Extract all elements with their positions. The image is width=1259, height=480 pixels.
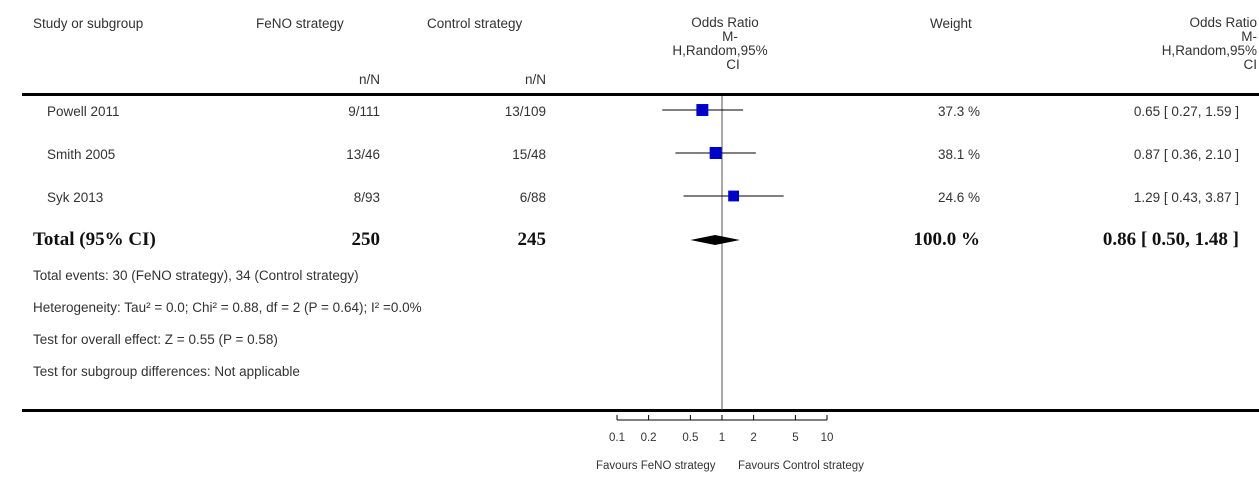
study-box [709, 147, 722, 159]
header-rule [22, 93, 1259, 96]
x-tick-label: 0.2 [641, 432, 657, 444]
study-weight: 24.6 % [937, 190, 980, 205]
header-or-plot-line3: H,Random,95% [672, 43, 768, 58]
study-name: Syk 2013 [47, 190, 104, 205]
heterogeneity: Heterogeneity: Tau² = 0.0; Chi² = 0.88, … [33, 300, 422, 315]
study-box [728, 190, 740, 202]
overall-effect: Test for overall effect: Z = 0.55 (P = 0… [33, 332, 278, 347]
total-events: Total events: 30 (FeNO strategy), 34 (Co… [33, 268, 359, 283]
study-box [696, 104, 709, 116]
total-or-text: 0.86 [ 0.50, 1.48 ] [1102, 229, 1239, 250]
header-nN-feno: n/N [358, 72, 380, 87]
pooled-diamond [690, 235, 740, 245]
header-nN-control: n/N [524, 72, 546, 87]
header-feno: FeNO strategy [256, 16, 344, 31]
header-or: Odds Ratio M- H,Random,95% CI [1117, 16, 1257, 72]
study-feno: 9/111 [348, 104, 380, 119]
total-weight: 100.0 % [913, 229, 981, 250]
x-tick-label: 0.5 [682, 432, 698, 444]
header-or-line4: CI [1243, 57, 1258, 72]
favours-right-label: Favours Control strategy [738, 460, 864, 472]
header-or-plot: Odds Ratio M- H,Random,95% CI [620, 16, 820, 72]
header-control: Control strategy [427, 16, 523, 31]
subgroup-differences: Test for subgroup differences: Not appli… [33, 364, 300, 379]
favours-left-label: Favours FeNO strategy [596, 460, 716, 472]
header-or-plot-line2: M- [722, 29, 738, 44]
study-weight: 37.3 % [937, 104, 980, 119]
study-name: Powell 2011 [47, 104, 120, 119]
study-weight: 38.1 % [937, 147, 980, 162]
study-or-text: 0.65 [ 0.27, 1.59 ] [1133, 104, 1239, 119]
x-tick-label: 2 [750, 432, 756, 444]
header-or-line2: M- [1241, 29, 1257, 44]
study-or-text: 1.29 [ 0.43, 3.87 ] [1133, 190, 1239, 205]
study-control: 6/88 [519, 190, 546, 205]
x-tick-label: 1 [719, 432, 725, 444]
study-or-text: 0.87 [ 0.36, 2.10 ] [1133, 147, 1239, 162]
header-or-plot-line1: Odds Ratio [691, 15, 759, 30]
total-label: Total (95% CI) [33, 229, 156, 250]
header-or-plot-line4: CI [726, 57, 740, 72]
total-feno: 250 [351, 229, 381, 250]
header-study: Study or subgroup [33, 16, 144, 31]
study-control: 13/109 [504, 104, 546, 119]
total-control: 245 [517, 229, 547, 250]
study-feno: 13/46 [346, 147, 380, 162]
study-control: 15/48 [512, 147, 546, 162]
footer-rule [22, 409, 1259, 412]
study-name: Smith 2005 [47, 147, 116, 162]
x-tick-label: 0.1 [609, 432, 625, 444]
x-tick-label: 10 [821, 432, 834, 444]
study-feno: 8/93 [353, 190, 380, 205]
x-tick-label: 5 [792, 432, 798, 444]
header-or-line3: H,Random,95% [1161, 43, 1257, 58]
header-or-line1: Odds Ratio [1189, 15, 1257, 30]
header-weight: Weight [930, 16, 972, 31]
